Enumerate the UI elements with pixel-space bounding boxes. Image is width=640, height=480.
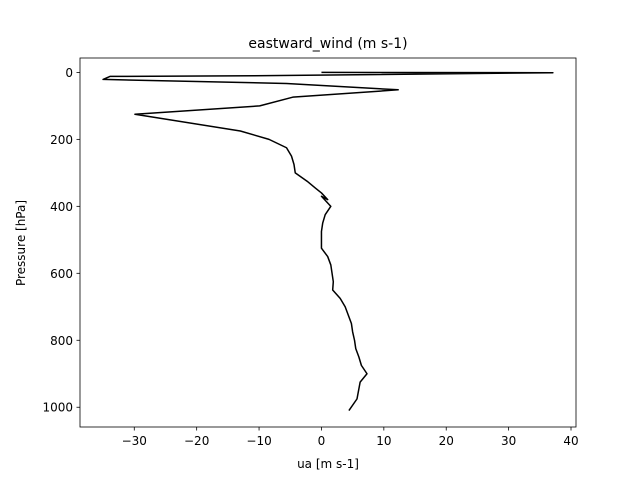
x-tick-label: 10 [376, 434, 391, 448]
y-tick-label: 200 [50, 133, 73, 147]
y-tick-label: 800 [50, 334, 73, 348]
y-tick-label: 600 [50, 267, 73, 281]
x-tick-label: −30 [122, 434, 147, 448]
y-tick-label: 0 [65, 66, 73, 80]
series-line-0 [102, 71, 554, 412]
x-tick-label: −10 [246, 434, 271, 448]
x-tick-label: 0 [318, 434, 326, 448]
x-tick-label: −20 [184, 434, 209, 448]
y-tick-label: 400 [50, 200, 73, 214]
y-axis-label: Pressure [hPa] [14, 200, 28, 286]
x-axis: −30 −20 −10 0 10 20 30 40 [122, 427, 579, 448]
y-axis: 0 200 400 600 800 1000 [42, 66, 80, 415]
plot-frame [79, 57, 577, 428]
plot-series [102, 71, 554, 412]
x-tick-label: 40 [563, 434, 578, 448]
x-tick-label: 30 [501, 434, 516, 448]
x-axis-label: ua [m s-1] [297, 457, 359, 471]
y-tick-label: 1000 [42, 401, 73, 415]
x-tick-label: 20 [439, 434, 454, 448]
chart-title: eastward_wind (m s-1) [248, 36, 407, 52]
